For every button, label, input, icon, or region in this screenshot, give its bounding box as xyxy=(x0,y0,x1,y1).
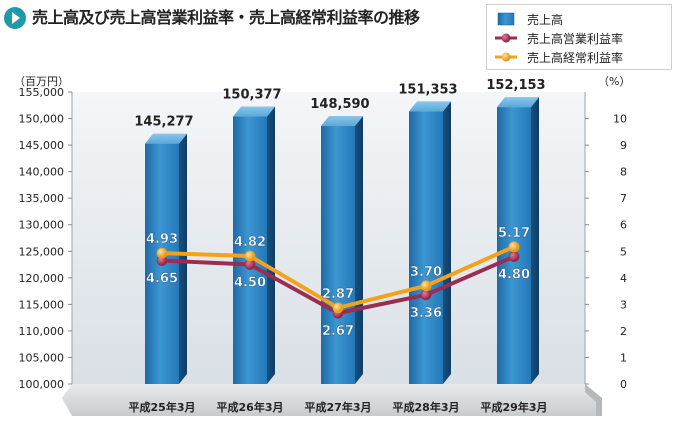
left-tick-label: 145,000 xyxy=(19,139,65,152)
operating-margin-point xyxy=(420,289,432,301)
sales-bar xyxy=(409,111,443,385)
title-arrow-icon xyxy=(4,7,26,29)
legend-label-ordinary-margin: 売上高経常利益率 xyxy=(527,50,624,65)
right-tick-label: 7 xyxy=(620,192,627,205)
ordinary-margin-point xyxy=(332,302,344,314)
right-tick-label: 1 xyxy=(620,351,627,364)
legend-label-sales: 売上高 xyxy=(527,12,564,27)
operating-margin-label: 4.65 xyxy=(146,272,178,287)
ordinary-margin-label: 5.17 xyxy=(498,226,530,241)
operating-margin-point xyxy=(508,251,520,262)
orange-line-marker-icon xyxy=(495,52,517,62)
left-tick-label: 125,000 xyxy=(19,245,65,258)
sales-bar-side xyxy=(355,116,363,384)
x-category-label: 平成25年3月 xyxy=(129,400,196,414)
sales-bar-side xyxy=(443,101,451,385)
right-tick-label: 3 xyxy=(620,298,627,311)
left-tick-label: 150,000 xyxy=(19,113,65,126)
ordinary-margin-point xyxy=(508,241,520,253)
right-tick-label: 10 xyxy=(613,113,627,126)
ordinary-margin-label: 4.93 xyxy=(146,232,178,247)
left-tick-label: 135,000 xyxy=(19,192,65,205)
ordinary-margin-label: 4.82 xyxy=(234,235,266,250)
sales-bar-top xyxy=(233,106,275,117)
legend-label-operating-margin: 売上高営業利益率 xyxy=(527,31,624,46)
legend: 売上高 売上高営業利益率 売上高経常利益率 xyxy=(486,4,672,70)
legend-item-sales: 売上高 xyxy=(495,10,563,28)
category-floor-side xyxy=(585,384,602,416)
left-tick-label: 115,000 xyxy=(19,298,65,311)
right-tick-label: 8 xyxy=(620,166,627,179)
sales-bar xyxy=(321,126,355,384)
x-category-label: 平成29年3月 xyxy=(481,400,548,414)
left-tick-label: 105,000 xyxy=(19,351,65,364)
sales-bar-side xyxy=(267,106,275,384)
sales-bar xyxy=(233,116,267,384)
maroon-line-marker-icon xyxy=(495,33,517,43)
sales-value-label: 150,377 xyxy=(222,88,281,103)
sales-bar-top xyxy=(145,133,187,144)
operating-margin-label: 4.50 xyxy=(234,276,266,291)
left-tick-label: 155,000 xyxy=(19,86,65,99)
ordinary-margin-point xyxy=(420,280,432,292)
left-tick-label: 110,000 xyxy=(19,325,65,338)
right-axis-unit: （%） xyxy=(598,75,631,88)
left-tick-label: 130,000 xyxy=(19,219,65,232)
ordinary-margin-point xyxy=(156,247,168,259)
sales-bar-side xyxy=(179,133,187,384)
bar-swatch-icon xyxy=(497,12,515,26)
sales-bar-top xyxy=(321,116,363,127)
sales-value-label: 152,153 xyxy=(486,78,545,93)
sales-value-label: 151,353 xyxy=(398,82,457,97)
sales-value-label: 145,277 xyxy=(134,115,193,130)
legend-item-ordinary-margin: 売上高経常利益率 xyxy=(495,48,623,66)
chart-title: 売上高及び売上高営業利益率・売上高経常利益率の推移 xyxy=(32,8,420,27)
right-tick-label: 9 xyxy=(620,139,627,152)
legend-item-operating-margin: 売上高営業利益率 xyxy=(495,29,623,47)
sales-bar-top xyxy=(497,97,539,108)
operating-margin-label: 2.67 xyxy=(322,324,354,339)
ordinary-margin-label: 3.70 xyxy=(410,265,442,280)
category-floor xyxy=(62,384,602,416)
right-tick-label: 6 xyxy=(620,219,627,232)
right-tick-label: 2 xyxy=(620,325,627,338)
right-tick-label: 4 xyxy=(620,272,627,285)
ordinary-margin-label: 2.87 xyxy=(322,287,354,302)
left-tick-label: 120,000 xyxy=(19,272,65,285)
x-category-label: 平成27年3月 xyxy=(305,400,372,414)
sales-value-label: 148,590 xyxy=(310,97,369,112)
ordinary-margin-point xyxy=(244,250,256,262)
left-tick-label: 100,000 xyxy=(19,378,65,391)
right-tick-label: 5 xyxy=(620,245,627,258)
sales-bar-top xyxy=(409,101,451,112)
operating-margin-label: 3.36 xyxy=(410,306,442,321)
left-tick-label: 140,000 xyxy=(19,166,65,179)
right-tick-label: 0 xyxy=(620,378,627,391)
operating-margin-label: 4.80 xyxy=(498,268,530,283)
sales-bar-side xyxy=(531,97,539,384)
left-axis-unit: （百万円） xyxy=(14,75,69,88)
x-category-label: 平成28年3月 xyxy=(393,400,460,414)
x-category-label: 平成26年3月 xyxy=(217,400,284,414)
